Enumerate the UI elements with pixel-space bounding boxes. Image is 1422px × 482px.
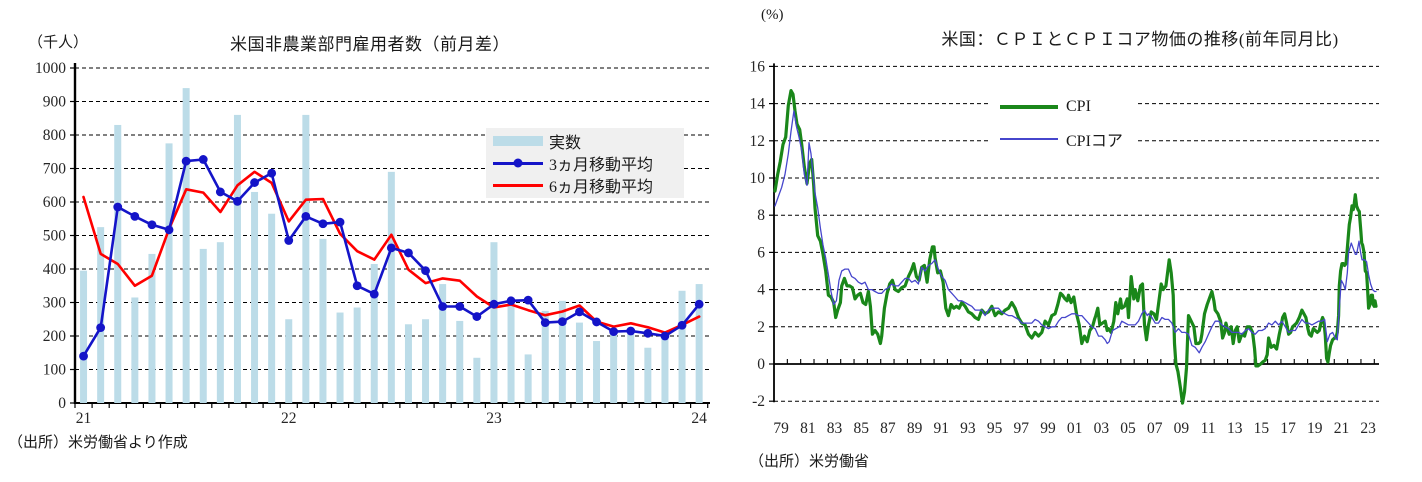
svg-text:21: 21 <box>1334 420 1350 437</box>
legend-item-6mo-average: 6ヵ月移動平均 <box>486 175 684 196</box>
left-legend: 実数 3ヵ月移動平均 6ヵ月移動平均 <box>486 128 684 198</box>
svg-text:400: 400 <box>43 261 67 278</box>
right-series-CPIコア <box>774 110 1377 354</box>
svg-text:87: 87 <box>880 420 896 437</box>
svg-text:8: 8 <box>757 207 765 224</box>
svg-text:05: 05 <box>1120 420 1136 437</box>
legend-item-cpi-core: CPIコア <box>990 129 1137 150</box>
svg-text:01: 01 <box>1067 420 1083 437</box>
svg-text:79: 79 <box>773 420 789 437</box>
svg-text:1000: 1000 <box>35 60 66 77</box>
line-marker-swatch-icon <box>493 158 543 168</box>
legend-item-cpi: CPI <box>990 97 1137 117</box>
svg-text:93: 93 <box>960 420 976 437</box>
legend-label-actual: 実数 <box>549 135 582 152</box>
svg-text:99: 99 <box>1040 420 1056 437</box>
right-plot: -2 0 2 4 6 8 10 12 14 16 79 81 83 85 87 89 91 93 95 97 99 01 0… <box>750 58 1379 437</box>
svg-text:16: 16 <box>750 58 766 75</box>
svg-text:81: 81 <box>800 420 816 437</box>
left-source-note: （出所）米労働省より作成 <box>8 435 188 451</box>
svg-text:0: 0 <box>757 356 765 373</box>
legend-label-6mo-average: 6ヵ月移動平均 <box>549 179 654 196</box>
svg-text:85: 85 <box>853 420 869 437</box>
legend-label-3mo-average: 3ヵ月移動平均 <box>549 157 654 174</box>
bar-swatch-icon <box>493 136 543 146</box>
legend-item-actual: 実数 <box>486 131 684 152</box>
svg-text:4: 4 <box>757 282 765 299</box>
svg-text:300: 300 <box>43 295 67 312</box>
left-bars <box>80 88 703 404</box>
svg-text:2: 2 <box>757 319 765 336</box>
svg-text:500: 500 <box>43 228 67 245</box>
svg-text:19: 19 <box>1307 420 1323 437</box>
svg-text:23: 23 <box>1360 420 1376 437</box>
svg-text:22: 22 <box>281 410 297 427</box>
svg-text:0: 0 <box>58 395 66 412</box>
svg-text:600: 600 <box>43 194 67 211</box>
svg-text:14: 14 <box>750 96 766 113</box>
left-series-3ヵ月移動平均 <box>79 155 704 361</box>
svg-text:17: 17 <box>1280 420 1296 437</box>
svg-text:83: 83 <box>827 420 843 437</box>
right-source-note: （出所）米労働省 <box>749 454 870 470</box>
svg-text:89: 89 <box>907 420 923 437</box>
svg-text:23: 23 <box>486 410 502 427</box>
cpi-line-swatch-icon <box>1000 105 1058 109</box>
svg-text:95: 95 <box>987 420 1003 437</box>
svg-text:21: 21 <box>76 410 92 427</box>
svg-text:6: 6 <box>757 244 765 261</box>
legend-label-cpi: CPI <box>1066 98 1091 115</box>
svg-text:10: 10 <box>750 170 766 187</box>
cpi-core-line-swatch-icon <box>1000 138 1058 140</box>
svg-text:200: 200 <box>43 328 67 345</box>
legend-item-3mo-average: 3ヵ月移動平均 <box>486 153 684 174</box>
right-chart-title: 米国：ＣＰＩとＣＰＩコア物価の推移(前年同月比) <box>941 30 1339 49</box>
svg-text:97: 97 <box>1014 420 1030 437</box>
left-axis-unit-label: （千人） <box>28 35 89 51</box>
svg-text:07: 07 <box>1147 420 1163 437</box>
svg-text:900: 900 <box>43 94 67 111</box>
svg-text:03: 03 <box>1094 420 1110 437</box>
svg-text:24: 24 <box>691 410 707 427</box>
svg-text:15: 15 <box>1254 420 1270 437</box>
line-swatch-icon <box>493 183 543 187</box>
right-axis-unit-label: (%) <box>761 7 784 23</box>
svg-text:91: 91 <box>934 420 950 437</box>
svg-text:-2: -2 <box>752 393 765 410</box>
svg-text:11: 11 <box>1201 420 1216 437</box>
legend-label-cpi-core: CPIコア <box>1066 133 1123 150</box>
svg-text:09: 09 <box>1174 420 1190 437</box>
right-legend: CPI CPIコア <box>990 88 1137 158</box>
svg-text:13: 13 <box>1227 420 1243 437</box>
left-chart-title: 米国非農業部門雇用者数（前月差） <box>230 35 510 54</box>
svg-text:100: 100 <box>43 362 67 379</box>
svg-text:12: 12 <box>750 133 766 150</box>
svg-text:700: 700 <box>43 161 67 178</box>
left-plot: 0 100 200 300 400 500 600 700 800 900 1000 21 22 23 24 <box>35 60 710 427</box>
svg-text:800: 800 <box>43 127 67 144</box>
